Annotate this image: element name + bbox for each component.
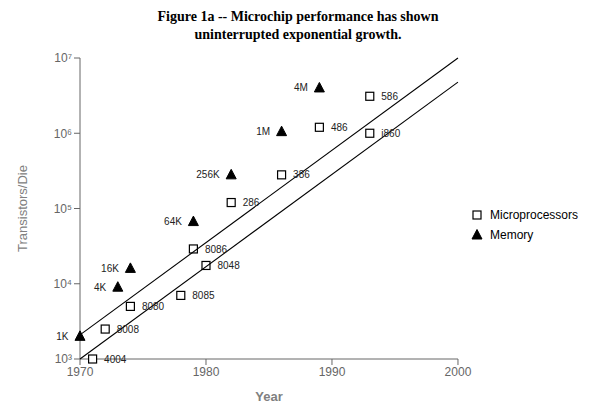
svg-text:8080: 8080 [142,301,165,312]
svg-text:2000: 2000 [445,365,472,379]
svg-text:8008: 8008 [117,324,140,335]
svg-text:4K: 4K [94,282,107,293]
svg-text:4004: 4004 [104,354,127,365]
svg-text:10⁴: 10⁴ [53,277,72,291]
svg-text:10⁷: 10⁷ [54,51,72,65]
html-text:Figure 1a -- Microchip perform: Figure 1a -- Microchip performance has s… [157,9,439,42]
svg-text:10⁶: 10⁶ [54,127,72,141]
svg-text:8048: 8048 [218,260,241,271]
svg-text:386: 386 [293,169,310,180]
svg-text:486: 486 [331,122,348,133]
svg-text:8085: 8085 [192,290,215,301]
svg-text:10⁵: 10⁵ [54,202,72,216]
svg-text:1M: 1M [256,126,270,137]
svg-text:1970: 1970 [67,365,94,379]
html-text:Microprocessors: Microprocessors [490,208,578,222]
svg-text:586: 586 [381,91,398,102]
svg-text:256K: 256K [196,169,220,180]
html-text:Memory: Memory [490,228,534,242]
svg-text:Year: Year [255,389,282,404]
svg-text:1K: 1K [56,331,69,342]
svg-text:Transistors/Die: Transistors/Die [15,165,30,252]
svg-text:10³: 10³ [55,352,72,366]
svg-text:4M: 4M [294,82,308,93]
svg-text:286: 286 [243,197,260,208]
svg-text:1990: 1990 [319,365,346,379]
svg-text:i860: i860 [381,128,400,139]
svg-text:64K: 64K [164,216,182,227]
svg-text:8086: 8086 [205,244,228,255]
svg-text:1980: 1980 [193,365,220,379]
svg-text:16K: 16K [101,263,119,274]
